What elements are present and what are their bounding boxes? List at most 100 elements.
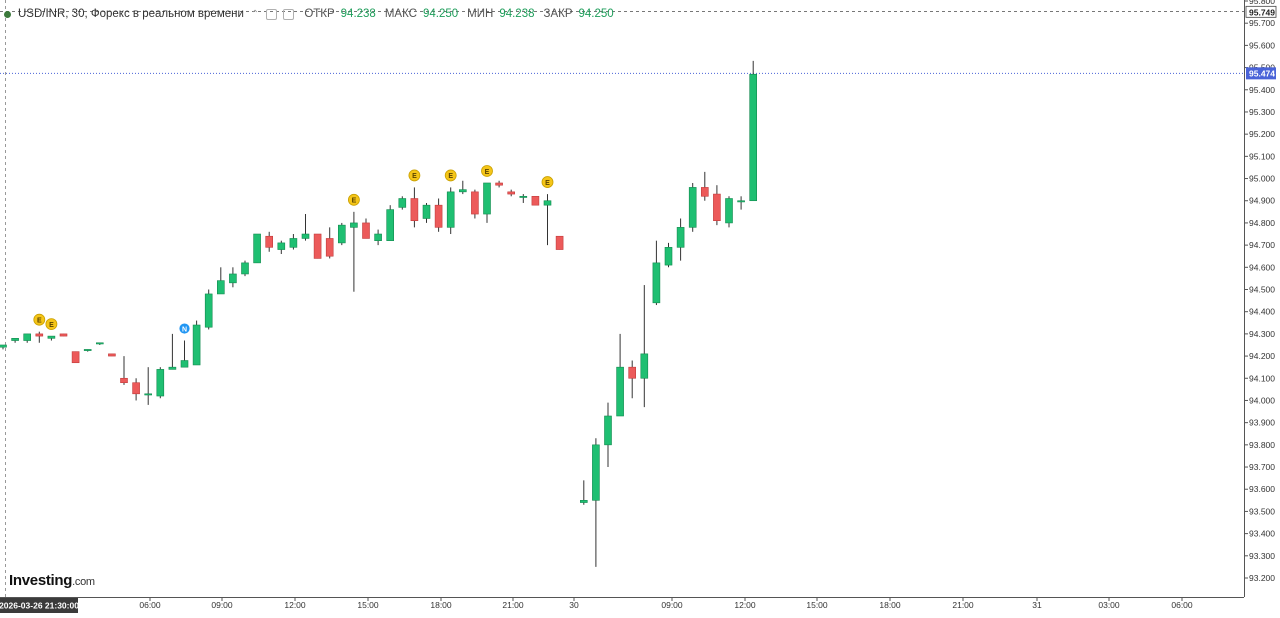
- candle-body[interactable]: [96, 342, 104, 345]
- candle-body[interactable]: [458, 189, 467, 193]
- high-price-marker-label: 95.749: [1249, 7, 1275, 17]
- x-tick-label: 06:00: [1171, 600, 1193, 610]
- candle-body[interactable]: [749, 73, 758, 202]
- candle-body[interactable]: [217, 280, 225, 295]
- candle-body[interactable]: [700, 187, 709, 197]
- candle-body[interactable]: [325, 238, 334, 257]
- candle-body[interactable]: [23, 333, 32, 341]
- candle-body[interactable]: [688, 187, 697, 228]
- candle-body[interactable]: [495, 182, 503, 186]
- event-badge-label: N: [182, 326, 187, 333]
- candle-body[interactable]: [192, 324, 201, 366]
- y-tick-label: 93.200: [1249, 573, 1275, 583]
- candle-body[interactable]: [11, 338, 19, 341]
- candle-body[interactable]: [362, 222, 370, 239]
- event-badge-label: E: [352, 198, 357, 205]
- candle-body[interactable]: [471, 191, 479, 215]
- candle-body[interactable]: [301, 233, 310, 239]
- collapse-chevron-icon[interactable]: ⌃: [250, 8, 260, 20]
- candle-body[interactable]: [374, 233, 382, 241]
- candle-body[interactable]: [676, 227, 685, 248]
- candle-body[interactable]: [713, 193, 721, 222]
- candle-body[interactable]: [725, 198, 733, 224]
- candle-body[interactable]: [71, 351, 80, 364]
- candle-body[interactable]: [120, 377, 128, 384]
- candle-body[interactable]: [180, 360, 189, 368]
- earnings-event-icon[interactable]: [481, 165, 493, 177]
- candle-body[interactable]: [531, 195, 540, 206]
- candle-body[interactable]: [59, 333, 68, 337]
- candle-body[interactable]: [579, 500, 588, 503]
- x-tick-label: 21:00: [502, 600, 524, 610]
- y-tick-label: 94.600: [1249, 262, 1275, 272]
- candle-body[interactable]: [410, 198, 419, 222]
- x-tick-label: 15:00: [357, 600, 379, 610]
- candle-body[interactable]: [108, 353, 116, 357]
- candle-body[interactable]: [313, 233, 322, 259]
- candle-body[interactable]: [737, 200, 745, 203]
- candle-body[interactable]: [640, 353, 649, 379]
- x-tick-label: 12:00: [284, 600, 306, 610]
- y-tick-label: 93.500: [1249, 506, 1275, 516]
- status-dot-icon: [4, 10, 11, 18]
- earnings-event-icon[interactable]: [347, 193, 360, 206]
- candle-body[interactable]: [265, 235, 274, 248]
- candle-body[interactable]: [604, 415, 612, 446]
- candle-body[interactable]: [652, 262, 661, 304]
- y-tick-label: 95.800: [1249, 0, 1275, 6]
- candle-body[interactable]: [168, 366, 177, 370]
- candle-body[interactable]: [337, 224, 346, 244]
- x-tick-label: 09:00: [211, 600, 233, 610]
- candle-body[interactable]: [289, 238, 298, 248]
- x-tick-label: 06:00: [139, 600, 161, 610]
- candle-body[interactable]: [47, 335, 56, 339]
- candle-body[interactable]: [543, 200, 552, 206]
- logo-brand: Investing: [9, 572, 73, 589]
- candle-body[interactable]: [0, 344, 7, 348]
- event-badge-label: E: [545, 180, 550, 187]
- earnings-event-icon[interactable]: [33, 313, 46, 326]
- candle-body[interactable]: [241, 262, 249, 275]
- candle-body[interactable]: [483, 182, 491, 215]
- candle-body[interactable]: [664, 247, 673, 266]
- settings-toggle-icon[interactable]: [283, 8, 295, 20]
- candle-body[interactable]: [555, 235, 564, 250]
- current-price-marker-label: 95.474: [1249, 68, 1275, 78]
- candle-body[interactable]: [156, 369, 165, 397]
- y-tick-label: 93.400: [1249, 529, 1275, 539]
- candle-body[interactable]: [519, 195, 528, 198]
- symbol-label: USD/INR, 30, Форекс в реальном времени: [18, 8, 244, 20]
- candle-body[interactable]: [83, 349, 92, 351]
- candle-body[interactable]: [386, 209, 395, 241]
- earnings-event-icon[interactable]: [444, 169, 457, 182]
- candle-body[interactable]: [616, 366, 624, 417]
- x-tick-label: 03:00: [1098, 600, 1120, 610]
- candle-body[interactable]: [628, 366, 637, 379]
- y-tick-label: 94.700: [1249, 240, 1275, 250]
- candle-body[interactable]: [446, 191, 455, 228]
- candle-body[interactable]: [350, 222, 358, 228]
- candle-body[interactable]: [35, 333, 44, 337]
- y-tick-label: 95.600: [1249, 40, 1275, 50]
- candle-body[interactable]: [132, 382, 140, 395]
- earnings-event-icon[interactable]: [408, 169, 421, 182]
- news-event-icon[interactable]: [178, 322, 191, 335]
- candle-body[interactable]: [277, 242, 286, 250]
- candle-body[interactable]: [592, 444, 600, 501]
- candle-body[interactable]: [434, 204, 443, 228]
- current-price-marker-box: [1246, 67, 1276, 80]
- earnings-event-icon[interactable]: [45, 318, 58, 331]
- candle-body[interactable]: [204, 293, 213, 328]
- candle-body[interactable]: [253, 233, 261, 264]
- visibility-toggle-icon[interactable]: [266, 8, 278, 20]
- earnings-event-icon[interactable]: [541, 176, 554, 188]
- candle-body[interactable]: [144, 393, 152, 396]
- candle-body[interactable]: [229, 273, 237, 284]
- candle-body[interactable]: [507, 191, 516, 195]
- candle-body[interactable]: [422, 204, 431, 219]
- crosshair-date-box: [0, 598, 78, 613]
- y-tick-label: 94.400: [1249, 307, 1275, 317]
- candle-body[interactable]: [398, 198, 407, 208]
